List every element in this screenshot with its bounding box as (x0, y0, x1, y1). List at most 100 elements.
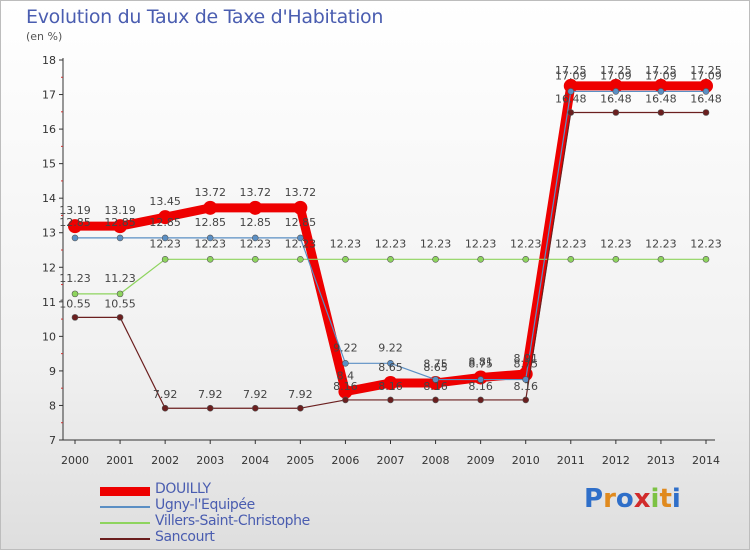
data-label: 12.23 (555, 237, 587, 250)
data-label: 8.65 (378, 361, 403, 374)
data-point (251, 256, 259, 263)
data-label: 12.85 (59, 216, 91, 229)
data-label: 13.19 (59, 204, 91, 217)
y-tick-label: 11 (42, 296, 56, 309)
data-label: 17.25 (645, 64, 677, 77)
y-unit-label: (en %) (26, 30, 63, 43)
data-point (293, 200, 308, 215)
data-label: 8.16 (423, 380, 448, 393)
x-tick-label: 2002 (151, 454, 179, 467)
data-point (702, 256, 710, 263)
x-tick-label: 2000 (61, 454, 89, 467)
data-label: 12.23 (194, 237, 226, 250)
data-label: 17.25 (600, 64, 632, 77)
data-point (522, 256, 530, 263)
data-point (702, 88, 710, 95)
data-point (567, 256, 575, 263)
data-point (387, 256, 394, 263)
x-tick-label: 2009 (467, 454, 495, 467)
data-label: 17.09 (555, 69, 587, 82)
legend-swatch (100, 538, 150, 540)
legend-swatch (100, 506, 150, 508)
data-point (342, 360, 349, 367)
data-label: 8.4 (337, 370, 355, 383)
data-label: 12.23 (645, 237, 677, 250)
data-label: 12.23 (285, 237, 317, 250)
data-label: 13.72 (194, 186, 226, 199)
data-label: 12.23 (240, 237, 272, 250)
data-point (71, 314, 79, 321)
y-tick-label: 10 (42, 330, 56, 343)
data-label: 8.81 (468, 355, 493, 368)
y-tick-label: 16 (42, 123, 56, 136)
data-label: 17.25 (555, 64, 587, 77)
data-label: 12.85 (149, 216, 181, 229)
data-point (522, 396, 530, 404)
data-point (567, 109, 575, 116)
y-tick-label: 12 (42, 261, 56, 274)
logo-letter: r (603, 484, 616, 514)
data-point (297, 404, 304, 412)
data-point (206, 256, 214, 263)
data-point (161, 256, 169, 263)
data-point (158, 210, 173, 225)
data-point (653, 78, 668, 93)
data-label: 12.85 (104, 216, 136, 229)
data-point (612, 88, 620, 95)
data-label: 7.92 (288, 388, 313, 401)
series-line-1 (74, 90, 707, 381)
data-label: 8.75 (513, 358, 538, 371)
data-point (612, 109, 620, 116)
data-label: 13.72 (285, 186, 317, 199)
data-label: 7.92 (198, 388, 223, 401)
data-point (477, 376, 484, 383)
data-label: 17.09 (600, 69, 632, 82)
data-point (432, 376, 439, 383)
data-label: 11.23 (59, 272, 91, 285)
proxiti-logo: Proxiti (584, 484, 681, 514)
data-label: 8.91 (513, 352, 538, 365)
data-label: 17.25 (690, 64, 722, 77)
data-label: 16.48 (645, 93, 677, 106)
data-point (251, 234, 259, 242)
data-label: 12.23 (465, 237, 497, 250)
data-point (338, 384, 353, 399)
x-tick-label: 2014 (692, 454, 720, 467)
data-label: 12.23 (420, 237, 452, 250)
data-label: 9.22 (378, 341, 403, 354)
data-point (702, 109, 710, 116)
data-point (203, 200, 218, 215)
data-label: 8.16 (513, 380, 538, 393)
y-tick-label: 7 (49, 434, 56, 447)
legend-label: Ugny-l'Equipée (155, 497, 255, 513)
data-label: 12.23 (600, 237, 632, 250)
data-label: 12.85 (194, 216, 226, 229)
data-label: 8.75 (423, 358, 448, 371)
data-label: 8.16 (468, 380, 493, 393)
y-tick-label: 15 (42, 158, 56, 171)
data-point (113, 219, 128, 234)
data-label: 12.23 (149, 237, 181, 250)
y-tick-label: 9 (49, 365, 56, 378)
logo-letter: t (659, 484, 672, 514)
data-label: 16.48 (600, 93, 632, 106)
data-label: 12.23 (375, 237, 407, 250)
y-tick-label: 8 (49, 399, 56, 412)
data-point (248, 200, 263, 215)
data-label: 8.75 (468, 358, 493, 371)
data-label: 16.48 (555, 93, 587, 106)
x-tick-label: 2007 (377, 454, 405, 467)
data-point (297, 256, 304, 263)
data-label: 17.09 (645, 69, 677, 82)
x-tick-label: 2011 (557, 454, 585, 467)
data-label: 12.23 (690, 237, 722, 250)
data-point (161, 234, 169, 242)
x-tick-label: 2006 (331, 454, 359, 467)
data-label: 12.23 (330, 237, 362, 250)
data-point (68, 219, 82, 234)
data-point (206, 404, 214, 412)
data-label: 7.92 (243, 388, 268, 401)
data-point (567, 88, 575, 95)
data-point (477, 256, 484, 263)
